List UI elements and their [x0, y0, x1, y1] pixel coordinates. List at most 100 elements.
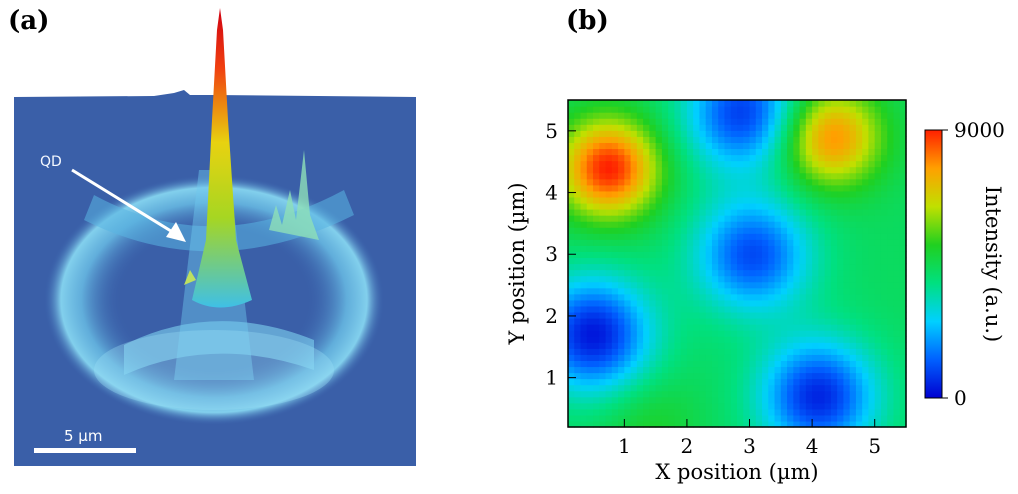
heatmap-cell: [737, 270, 744, 277]
heatmap-cell: [712, 197, 719, 204]
heatmap-cell: [875, 415, 882, 422]
heatmap-cell: [731, 403, 738, 410]
heatmap-cell: [843, 415, 850, 422]
heatmap-cell: [743, 130, 750, 137]
heatmap-cell: [881, 330, 888, 337]
heatmap-cell: [750, 148, 757, 155]
heatmap-cell: [887, 342, 894, 349]
heatmap-cell: [668, 391, 675, 398]
heatmap-cell: [812, 264, 819, 271]
heatmap-cell: [687, 282, 694, 289]
heatmap-cell: [743, 142, 750, 149]
heatmap-cell: [687, 161, 694, 168]
heatmap-cell: [724, 155, 731, 162]
heatmap-cell: [637, 167, 644, 174]
heatmap-cell: [887, 379, 894, 386]
heatmap-cell: [706, 391, 713, 398]
heatmap-cell: [806, 324, 813, 331]
heatmap-cell: [662, 203, 669, 210]
heatmap-cell: [593, 360, 600, 367]
heatmap-cell: [649, 348, 656, 355]
heatmap-cell: [643, 251, 650, 258]
heatmap-cell: [674, 209, 681, 216]
heatmap-cell: [662, 239, 669, 246]
heatmap-cell: [731, 342, 738, 349]
heatmap-cell: [787, 161, 794, 168]
heatmap-cell: [818, 167, 825, 174]
heatmap-cell: [656, 227, 663, 234]
heatmap-cell: [768, 221, 775, 228]
heatmap-cell: [587, 288, 594, 295]
heatmap-cell: [837, 161, 844, 168]
heatmap-cell: [574, 348, 581, 355]
heatmap-cell: [806, 179, 813, 186]
heatmap-cell: [674, 415, 681, 422]
heatmap-cell: [612, 112, 619, 119]
heatmap-cell: [781, 191, 788, 198]
heatmap-cell: [618, 312, 625, 319]
heatmap-cell: [887, 403, 894, 410]
heatmap-cell: [756, 385, 763, 392]
heatmap-cell: [606, 288, 613, 295]
heatmap-cell: [750, 179, 757, 186]
heatmap-cell: [724, 124, 731, 131]
heatmap-cell: [699, 239, 706, 246]
heatmap-cell: [618, 348, 625, 355]
heatmap-cell: [687, 409, 694, 416]
heatmap-cell: [881, 270, 888, 277]
heatmap-cell: [699, 270, 706, 277]
heatmap-cell: [781, 130, 788, 137]
heatmap-cell: [574, 227, 581, 234]
heatmap-cell: [837, 136, 844, 143]
heatmap-cell: [831, 227, 838, 234]
heatmap-cell: [662, 142, 669, 149]
heatmap-cell: [787, 264, 794, 271]
heatmap-cell: [756, 112, 763, 119]
heatmap-cell: [850, 397, 857, 404]
heatmap-cell: [731, 167, 738, 174]
heatmap-cell: [606, 264, 613, 271]
heatmap-cell: [737, 142, 744, 149]
heatmap-cell: [631, 336, 638, 343]
heatmap-cell: [875, 324, 882, 331]
heatmap-cell: [775, 185, 782, 192]
heatmap-cell: [737, 324, 744, 331]
heatmap-cell: [587, 173, 594, 180]
heatmap-cell: [656, 282, 663, 289]
heatmap-cell: [762, 348, 769, 355]
heatmap-cell: [581, 106, 588, 113]
heatmap-cell: [568, 203, 575, 210]
heatmap-cell: [775, 124, 782, 131]
heatmap-cell: [881, 148, 888, 155]
heatmap-cell: [624, 191, 631, 198]
heatmap-cell: [775, 294, 782, 301]
heatmap-cell: [568, 106, 575, 113]
heatmap-cell: [750, 251, 757, 258]
heatmap-cell: [731, 124, 738, 131]
heatmap-cell: [868, 324, 875, 331]
heatmap-cell: [706, 336, 713, 343]
heatmap-cell: [850, 124, 857, 131]
heatmap-cell: [756, 306, 763, 313]
heatmap-cell: [631, 251, 638, 258]
heatmap-cell: [750, 245, 757, 252]
heatmap-cell: [775, 251, 782, 258]
heatmap-cell: [868, 336, 875, 343]
heatmap-cell: [587, 366, 594, 373]
heatmap-cell: [731, 215, 738, 222]
heatmap-cell: [656, 233, 663, 240]
heatmap-cell: [649, 282, 656, 289]
heatmap-cell: [875, 391, 882, 398]
heatmap-cell: [850, 100, 857, 107]
heatmap-cell: [693, 270, 700, 277]
heatmap-cell: [793, 221, 800, 228]
heatmap-cell: [868, 270, 875, 277]
heatmap-cell: [612, 239, 619, 246]
heatmap-cell: [731, 227, 738, 234]
heatmap-cell: [681, 324, 688, 331]
heatmap-cell: [631, 403, 638, 410]
heatmap-cell: [862, 179, 869, 186]
heatmap-cell: [800, 161, 807, 168]
heatmap-cell: [599, 100, 606, 107]
heatmap-cell: [818, 118, 825, 125]
